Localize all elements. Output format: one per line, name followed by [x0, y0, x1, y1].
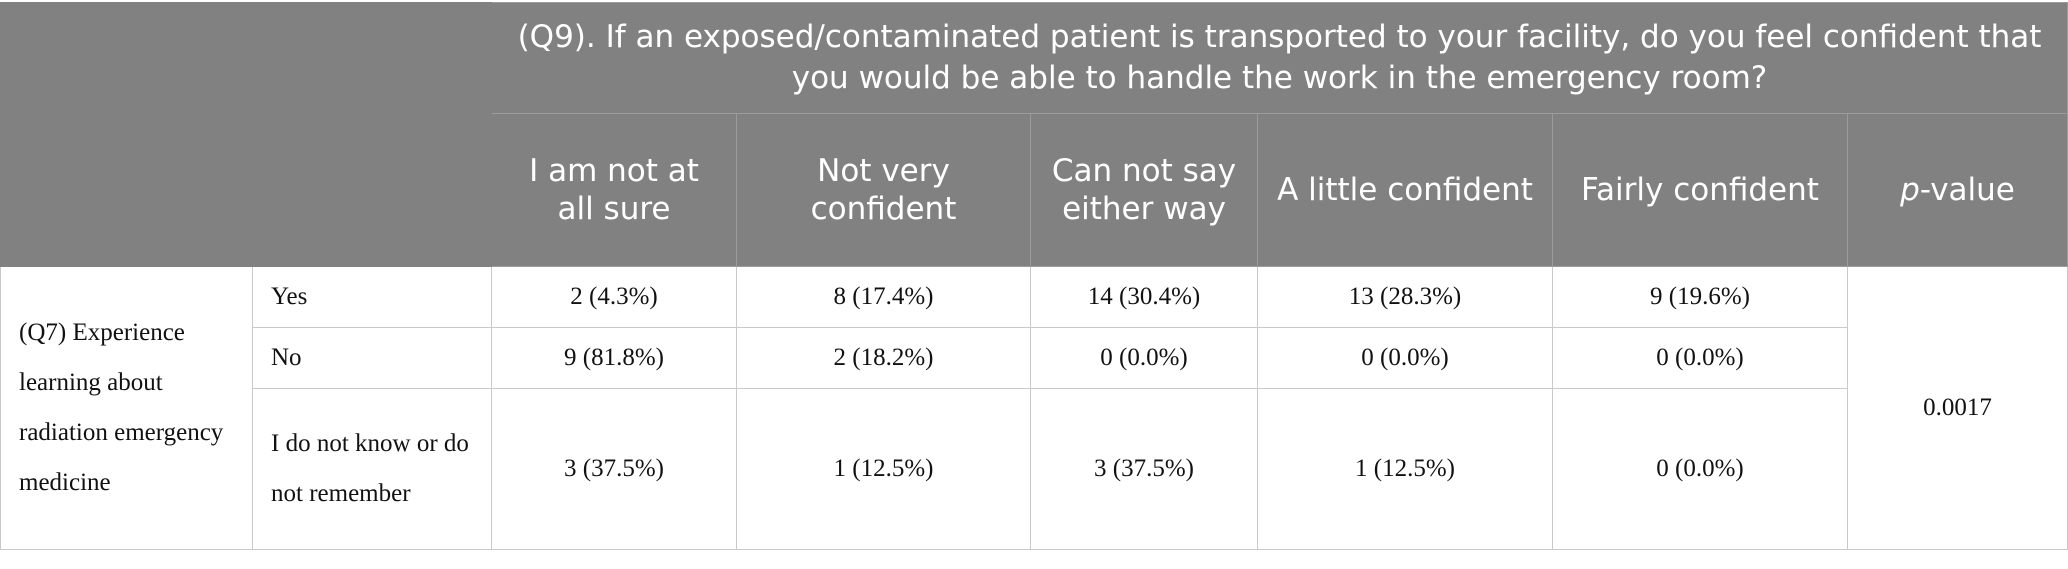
question-q9-header: (Q9). If an exposed/contaminated patient…: [490, 2, 2068, 114]
table-row: No 9 (81.8%) 2 (18.2%) 0 (0.0%) 0 (0.0%)…: [1, 327, 2068, 389]
cell-value: 0 (0.0%): [1552, 388, 1848, 550]
cell-value: 14 (30.4%): [1030, 266, 1258, 328]
table-row: I do not know or do not remember 3 (37.5…: [1, 388, 2068, 550]
col-header-fairly-confident: Fairly confident: [1552, 113, 1848, 267]
row-label-no: No: [252, 327, 492, 389]
p-value-cell: 0.0017: [1846, 266, 2068, 550]
cell-value: 1 (12.5%): [1257, 388, 1553, 550]
table-row: (Q7) Experience learning about radiation…: [0, 266, 2068, 550]
cell-value: 9 (19.6%): [1552, 266, 1848, 328]
row-label-yes: Yes: [252, 266, 492, 328]
p-italic: p: [1900, 172, 1920, 208]
cell-value: 0 (0.0%): [1552, 327, 1848, 389]
col-header-not-at-all-sure: I am not at all sure: [491, 113, 737, 267]
cell-value: 3 (37.5%): [1030, 388, 1258, 550]
cell-value: 3 (37.5%): [491, 388, 737, 550]
cell-value: 0 (0.0%): [1257, 327, 1553, 389]
col-header-p-value: p-value: [1846, 113, 2068, 267]
cell-value: 0 (0.0%): [1030, 327, 1258, 389]
header-blank-corner: [0, 2, 492, 267]
col-header-little-confident: A little confident: [1257, 113, 1553, 267]
row-label-do-not-know: I do not know or do not remember: [252, 388, 492, 550]
p-value-suffix: -value: [1919, 172, 2015, 208]
cell-value: 8 (17.4%): [736, 266, 1031, 328]
group-label-q7: (Q7) Experience learning about radiation…: [0, 266, 253, 550]
cell-value: 2 (4.3%): [491, 266, 737, 328]
col-header-not-very-confident: Not very confident: [736, 113, 1031, 267]
cell-value: 13 (28.3%): [1257, 266, 1553, 328]
cell-value: 1 (12.5%): [736, 388, 1031, 550]
cell-value: 9 (81.8%): [491, 327, 737, 389]
crosstab-table: (Q9). If an exposed/contaminated patient…: [0, 2, 2068, 550]
col-header-cannot-say: Can not say either way: [1030, 113, 1258, 267]
cell-value: 2 (18.2%): [736, 327, 1031, 389]
